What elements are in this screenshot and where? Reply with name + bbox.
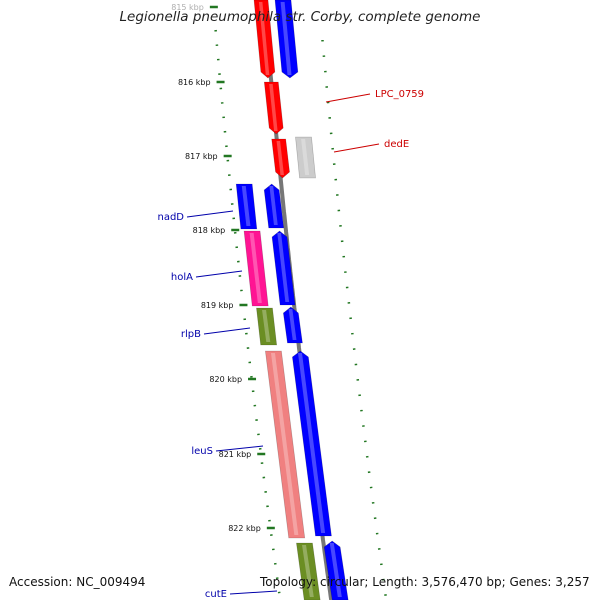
feature-blue-2[interactable] [263,183,285,229]
outer-tick-ring [321,39,388,600]
feature-hola[interactable] [243,230,269,307]
gene-leader-line [325,93,371,103]
tick-label: 822 kbp [228,524,261,533]
feature-leus[interactable] [265,350,306,539]
gene-label-leus[interactable]: leuS [191,446,213,457]
feature-blue-3[interactable] [271,230,296,306]
gene-leader-line [186,210,234,218]
gene-label-cute[interactable]: cutE [205,589,227,600]
feature-blue-top[interactable] [274,0,299,79]
topology-stats-text: Topology: circular; Length: 3,576,470 bp… [260,575,590,589]
gene-label-dede[interactable]: dedE [384,139,409,150]
tick-label: 815 kbp [171,3,204,12]
feature-blue-5[interactable] [292,350,332,537]
accession-text: Accession: NC_009494 [9,575,146,589]
gene-label-nadd[interactable]: nadD [157,212,184,223]
feature-blue-6[interactable] [323,540,349,600]
tick-label: 821 kbp [219,450,252,459]
feature-dede[interactable] [295,136,316,179]
gene-leader-line [215,445,264,452]
gene-label-rlpb[interactable]: rlpB [181,329,201,340]
gene-leader-line [229,590,278,595]
feature-red-1[interactable] [253,0,276,79]
tick-label: 818 kbp [193,226,226,235]
feature-rlpb[interactable] [256,307,278,346]
tick-label: 820 kbp [209,375,242,384]
tick-label: 819 kbp [201,301,234,310]
tick-label: 816 kbp [178,78,211,87]
feature-nadd[interactable] [235,183,258,230]
feature-cute[interactable] [296,542,321,600]
map-title: Legionella pneumophila str. Corby, compl… [119,9,481,25]
gene-label-hola[interactable]: holA [171,272,193,283]
gene-leader-line [203,327,251,335]
feature-red-3[interactable] [271,138,290,179]
feature-lpc0759[interactable] [263,81,284,135]
feature-blue-4[interactable] [283,306,303,344]
gene-leader-line [333,143,380,153]
tick-label: 817 kbp [185,152,218,161]
gene-leader-line [195,270,243,278]
gene-label-lpc0759[interactable]: LPC_0759 [375,89,424,100]
